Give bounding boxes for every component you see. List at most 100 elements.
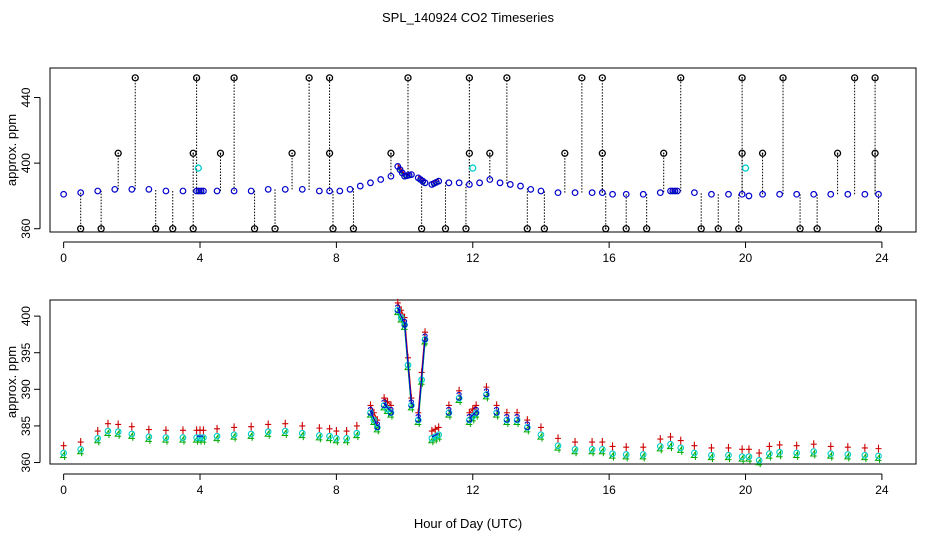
bottom-cyan-point — [162, 434, 170, 441]
bottom-cyan-point — [213, 432, 221, 440]
bottom-red-point — [827, 442, 834, 451]
bottom-cyan-point — [537, 431, 545, 439]
top-data-point — [408, 171, 415, 179]
bottom-blue-label: 3 — [483, 386, 490, 400]
bottom-cyan-point — [353, 429, 361, 437]
top-spike-point — [540, 225, 549, 233]
bottom-blue-label: 3 — [422, 331, 429, 345]
x-tick-label: 24 — [875, 483, 889, 497]
bottom-cyan-point — [755, 456, 763, 464]
top-data-point — [77, 189, 85, 197]
bottom-red-point — [473, 401, 480, 410]
top-data-point — [213, 187, 221, 195]
bottom-cyan-point — [94, 435, 102, 442]
top-spike-point — [643, 225, 651, 233]
bottom-cyan-point — [128, 430, 136, 438]
bottom-red-point — [343, 427, 350, 436]
top-data-point — [230, 187, 238, 195]
top-data-point — [793, 190, 801, 198]
bottom-red-point — [503, 408, 510, 417]
bottom-y-label: approx. ppm — [4, 346, 19, 418]
y-tick-label: 390 — [19, 379, 33, 399]
bottom-cyan-point — [196, 434, 204, 441]
x-tick-label: 20 — [739, 251, 753, 265]
x-tick-label: 20 — [739, 483, 753, 497]
top-data-point — [298, 185, 306, 193]
bottom-cyan-point — [333, 435, 340, 442]
bottom-blue-line — [369, 411, 378, 427]
x-tick-label: 24 — [875, 251, 889, 265]
top-spike-point — [677, 74, 685, 82]
bottom-cyan-point — [588, 446, 596, 453]
bottom-red-point — [844, 443, 851, 452]
top-spike-dot — [253, 227, 256, 230]
bottom-red-point — [94, 427, 101, 436]
top-spike-dot — [195, 77, 198, 79]
bottom-cyan-point — [725, 451, 732, 459]
bottom-cyan-point — [598, 446, 606, 453]
top-spike-dot — [308, 77, 310, 79]
y-tick-label: 400 — [19, 306, 33, 326]
bottom-cyan-point — [343, 435, 350, 442]
top-spike-point — [602, 225, 610, 233]
top-spike-point — [486, 149, 494, 157]
bottom-cyan-point — [326, 432, 333, 440]
top-spike-point — [779, 74, 787, 82]
top-spike-dot — [737, 227, 740, 230]
top-data-point — [60, 190, 68, 198]
bottom-cyan-point — [77, 446, 85, 453]
bottom-cyan-point — [455, 394, 463, 402]
bottom-cyan-point — [370, 416, 378, 424]
top-spike-point — [462, 225, 470, 233]
top-spike-point — [874, 225, 883, 233]
top-spike-dot — [352, 227, 355, 230]
top-data-point — [571, 189, 579, 197]
top-data-point — [776, 190, 784, 198]
top-spike-point — [250, 225, 259, 233]
bottom-red-point — [677, 436, 684, 445]
top-data-point — [377, 176, 385, 183]
top-spike-dot — [489, 152, 491, 155]
top-spike-dot — [836, 152, 839, 155]
top-spike-point — [758, 149, 767, 157]
top-spike-dot — [874, 152, 876, 155]
bottom-red-point — [599, 438, 606, 447]
top-spike-point — [871, 74, 879, 82]
top-data-point — [844, 190, 852, 198]
y-tick-label: 440 — [19, 87, 33, 107]
bottom-red-point — [384, 397, 391, 406]
top-data-point — [247, 187, 255, 195]
bottom-red-point — [179, 426, 186, 435]
top-spike-dot — [761, 152, 764, 155]
top-spike-point — [131, 74, 139, 82]
top-spike-point — [325, 74, 334, 82]
top-data-point — [745, 192, 753, 200]
top-spike-point — [660, 149, 668, 157]
bottom-red-point — [756, 449, 763, 458]
top-spike-dot — [468, 152, 471, 155]
top-spike-dot — [717, 227, 720, 230]
bottom-blue-label: 3 — [367, 404, 374, 418]
top-spike-dot — [407, 77, 409, 79]
top-data-point — [356, 182, 364, 190]
bottom-blue-label: 3 — [514, 412, 521, 426]
bottom-red-point — [333, 427, 340, 436]
top-data-point — [193, 187, 201, 195]
bottom-blue-line — [417, 338, 426, 419]
bottom-blue-line — [468, 410, 477, 419]
top-spike-dot — [799, 227, 801, 230]
top-spike-point — [77, 225, 85, 233]
top-spike-dot — [853, 77, 856, 79]
bottom-cyan-point — [861, 451, 869, 459]
bottom-blue-label: 3 — [408, 397, 415, 411]
top-spike-point — [189, 149, 197, 157]
bottom-cyan-point — [200, 434, 207, 441]
top-spike-dot — [134, 77, 137, 79]
top-spike-point — [114, 149, 122, 157]
top-spike-point — [288, 149, 296, 157]
top-data-point — [200, 187, 207, 195]
top-data-point — [669, 187, 677, 195]
x-tick-label: 8 — [333, 251, 340, 265]
bottom-red-point — [145, 425, 152, 434]
